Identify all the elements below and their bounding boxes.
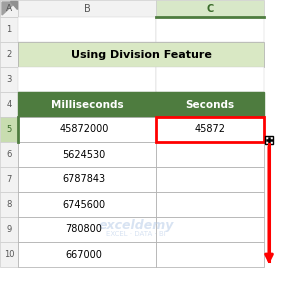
Bar [18,17,156,42]
Bar [0,0,18,17]
Bar [0,42,18,67]
Bar [0,142,18,167]
Text: EXCEL · DATA · BI: EXCEL · DATA · BI [106,232,166,237]
Bar [156,217,264,242]
Text: Seconds: Seconds [185,100,234,110]
Text: 10: 10 [4,250,14,259]
Text: 5: 5 [6,125,12,134]
Text: 8: 8 [6,200,12,209]
Text: 6745600: 6745600 [63,199,106,209]
Bar [156,17,264,42]
Bar [0,0,18,17]
Bar [156,142,264,167]
Text: A: A [6,4,12,13]
Bar [156,0,264,17]
Text: 9: 9 [6,225,12,234]
Bar [18,42,264,67]
Bar [265,136,273,144]
Bar [18,117,156,142]
Bar [18,0,156,17]
Bar [18,92,156,117]
Text: 780800: 780800 [65,225,102,234]
Bar [18,142,156,167]
Text: 667000: 667000 [65,249,102,260]
Text: Milliseconds: Milliseconds [51,100,123,110]
Polygon shape [10,1,17,9]
Text: Using Division Feature: Using Division Feature [71,50,212,60]
Text: 45872: 45872 [195,124,226,135]
Bar [0,17,18,42]
Text: 4: 4 [6,100,12,109]
Text: 45872000: 45872000 [59,124,109,135]
Text: 2: 2 [6,50,12,59]
Bar [0,192,18,217]
Text: B: B [84,4,90,13]
Bar [156,67,264,92]
Text: 3: 3 [6,75,12,84]
Text: 6: 6 [6,150,12,159]
Bar [0,92,18,117]
Bar [0,242,18,267]
Bar [156,167,264,192]
Text: 1: 1 [6,25,12,34]
Bar [0,167,18,192]
Text: exceldemy: exceldemy [98,219,174,232]
Bar [18,217,156,242]
Bar [156,92,264,117]
Text: 7: 7 [6,175,12,184]
Bar [18,67,156,92]
Bar [18,167,156,192]
Text: 5624530: 5624530 [62,150,106,159]
Bar [0,117,18,142]
Bar [156,117,264,142]
Bar [18,192,156,217]
Bar [0,67,18,92]
Polygon shape [2,2,16,15]
Bar [18,242,156,267]
Bar [156,242,264,267]
Text: C: C [206,4,214,13]
Bar [0,217,18,242]
Text: 6787843: 6787843 [63,175,106,185]
Bar [156,192,264,217]
